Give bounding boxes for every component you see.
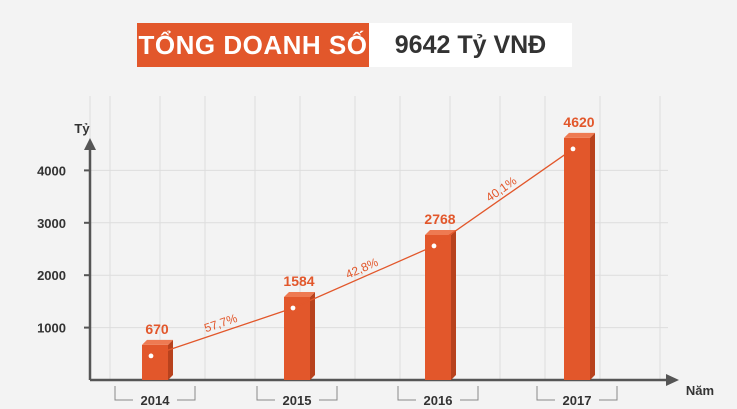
bar-top-2014 — [142, 339, 173, 345]
bar-side-2015 — [310, 291, 315, 380]
year-bracket-0 — [114, 386, 196, 401]
bar-side-2017 — [590, 132, 595, 380]
value-label-2014: 670 — [145, 321, 169, 337]
total-sales-label: TỔNG DOANH SỐ — [137, 23, 369, 67]
year-bracket-1 — [256, 386, 338, 401]
bar-side-2014 — [168, 339, 173, 380]
y-tick-label-2: 3000 — [37, 216, 66, 231]
trend-line — [148, 146, 576, 359]
y-axis-arrow — [84, 138, 96, 150]
bar-top-2015 — [284, 291, 315, 297]
year-bracket-3 — [536, 386, 618, 401]
bar-2017 — [564, 137, 590, 380]
y-tick-label-1: 2000 — [37, 268, 66, 283]
y-axis-label: Tỷ — [74, 121, 90, 136]
year-label-2: 2016 — [424, 393, 453, 408]
value-label-2017: 4620 — [563, 114, 594, 130]
x-tick-labels: 2014 2015 2016 2017 — [114, 386, 618, 408]
value-label-2016: 2768 — [424, 211, 455, 227]
trend-point-1 — [290, 305, 296, 311]
bars — [142, 132, 595, 380]
bar-2016 — [425, 234, 451, 380]
total-sales-value: 9642 Tỷ VNĐ — [369, 23, 572, 67]
y-tick-labels: 1000 2000 3000 4000 — [37, 163, 90, 336]
year-label-3: 2017 — [563, 393, 592, 408]
bar-top-2017 — [564, 132, 595, 138]
total-sales-banner: TỔNG DOANH SỐ 9642 Tỷ VNĐ — [137, 23, 572, 67]
trend-point-3 — [570, 146, 576, 152]
value-labels: 670 1584 2768 4620 — [145, 114, 594, 337]
bar-side-2016 — [451, 229, 456, 380]
growth-label-0: 57,7% — [202, 311, 239, 335]
year-bracket-2 — [397, 386, 479, 401]
bar-top-2016 — [425, 229, 456, 235]
bar-2015 — [284, 296, 310, 380]
y-tick-label-0: 1000 — [37, 321, 66, 336]
x-axis-label: Năm — [686, 383, 714, 398]
year-label-1: 2015 — [283, 393, 312, 408]
y-tick-label-3: 4000 — [37, 163, 66, 178]
growth-labels: 57,7%42,8%40,1% — [202, 173, 519, 335]
bar-2014 — [142, 344, 168, 380]
trend-point-2 — [431, 243, 437, 249]
x-axis-arrow — [666, 374, 679, 386]
year-label-0: 2014 — [141, 393, 171, 408]
trend-point-0 — [148, 353, 154, 359]
trend-polyline — [150, 148, 574, 357]
growth-label-2: 40,1% — [483, 173, 519, 204]
chart-axes: Tỷ Năm — [74, 121, 714, 398]
value-label-2015: 1584 — [283, 273, 314, 289]
